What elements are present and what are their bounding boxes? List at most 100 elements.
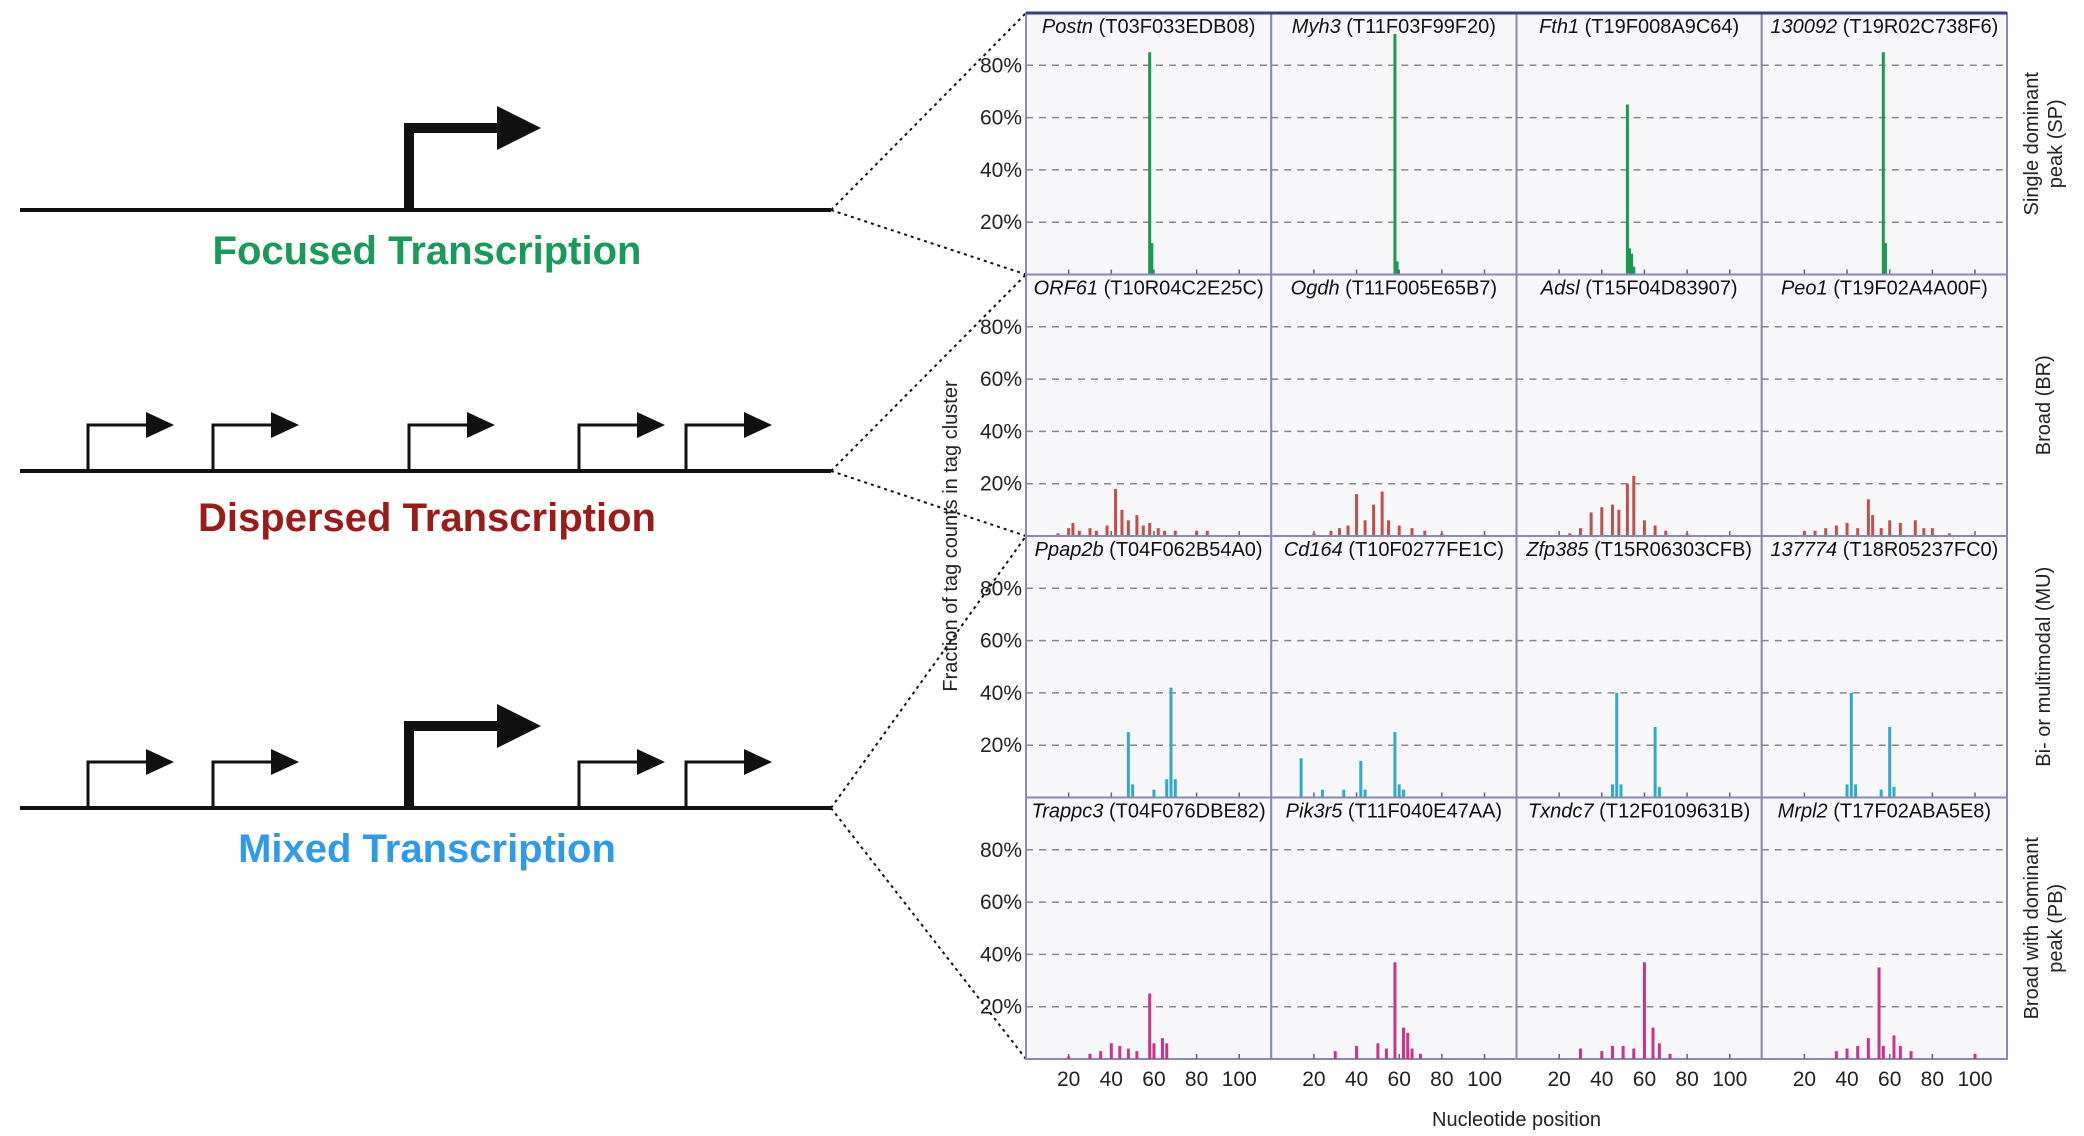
bar	[1947, 533, 1951, 536]
bar	[1088, 528, 1092, 536]
gene-name: Ppap2b	[1035, 539, 1104, 561]
bar	[1363, 520, 1367, 536]
row-label: Single dominant	[2021, 72, 2043, 216]
tss-arrow	[86, 423, 148, 471]
panel-bg	[1760, 796, 2008, 1060]
y-tick-label: 60%	[980, 107, 1022, 130]
bar	[1320, 789, 1324, 798]
bar	[1898, 522, 1902, 536]
bar	[1387, 520, 1391, 536]
bar	[1419, 1053, 1423, 1059]
cluster-id: (T03F033EDB08)	[1099, 16, 1256, 38]
bar	[1195, 530, 1199, 536]
bar	[1067, 528, 1071, 536]
bar	[1632, 266, 1636, 275]
x-tick-label: 20	[1793, 1068, 1816, 1091]
bar	[1625, 483, 1629, 536]
bar	[1685, 533, 1689, 536]
bar	[1126, 1048, 1130, 1059]
bar	[1376, 1043, 1380, 1059]
gene-name: Mrpl2	[1778, 801, 1828, 823]
bar	[1312, 533, 1316, 536]
bar	[1363, 789, 1367, 798]
gene-name: Fth1	[1539, 16, 1579, 38]
x-tick-label: 40	[1590, 1068, 1613, 1091]
x-axis-label: Nucleotide position	[1432, 1109, 1601, 1131]
gene-name: Cd164	[1284, 539, 1343, 561]
bar	[1205, 530, 1209, 536]
bar	[1657, 787, 1661, 798]
x-tick-label: 40	[1345, 1068, 1368, 1091]
x-tick-label: 100	[1467, 1068, 1502, 1091]
diagram-label: Mixed Transcription	[238, 827, 616, 871]
tss-arrowhead	[467, 412, 495, 438]
bar	[1973, 1053, 1977, 1059]
bar	[1871, 515, 1875, 536]
bar	[1380, 491, 1384, 536]
x-tick-label: 60	[1142, 1068, 1165, 1091]
bar	[1105, 525, 1109, 536]
bar	[1152, 1043, 1156, 1059]
gene-name: Trappc3	[1032, 801, 1104, 823]
panel-bg	[1515, 535, 1763, 799]
panel-title: Zfp385 (T15R06303CFB)	[1525, 539, 1752, 561]
bar	[1109, 1043, 1113, 1059]
bar	[1135, 1051, 1139, 1059]
gene-name: 130092	[1770, 16, 1837, 38]
bar	[1329, 530, 1333, 536]
bar	[1372, 504, 1376, 536]
tss-arrow	[684, 760, 746, 808]
bar	[1346, 525, 1350, 536]
cluster-id: (T19F02A4A00F)	[1833, 278, 1988, 300]
panel-title: Mrpl2 (T17F02ABA5E8)	[1778, 801, 1991, 823]
y-tick-label: 80%	[980, 316, 1022, 339]
tss-arrow	[407, 423, 469, 471]
bar	[1397, 525, 1401, 536]
y-tick-label: 60%	[980, 891, 1022, 914]
bar	[1395, 261, 1399, 275]
tss-arrowhead	[146, 412, 174, 438]
panel-title: Ppap2b (T04F062B54A0)	[1035, 539, 1263, 561]
row-label: peak (PB)	[2045, 884, 2067, 973]
bar	[1892, 1035, 1896, 1059]
gene-name: Pik3r5	[1286, 801, 1344, 823]
row-label: Broad (BR)	[2033, 355, 2055, 455]
panel-title: Txndc7 (T12F0109631B)	[1528, 801, 1750, 823]
tss-arrow	[577, 760, 639, 808]
bar	[1610, 1045, 1614, 1059]
panel-title: 130092 (T19R02C738F6)	[1770, 16, 1998, 38]
gene-name: Peo1	[1781, 278, 1828, 300]
bar	[1118, 1045, 1122, 1059]
bar	[1600, 507, 1604, 536]
bar	[1423, 530, 1427, 536]
y-tick-label: 80%	[980, 54, 1022, 77]
panel-bg	[1515, 273, 1763, 537]
x-tick-label: 40	[1835, 1068, 1858, 1091]
bar	[1651, 1027, 1655, 1059]
bar	[1845, 522, 1849, 536]
bar	[1150, 243, 1154, 275]
cluster-id: (T04F062B54A0)	[1109, 539, 1262, 561]
cluster-id: (T11F03F99F20)	[1346, 16, 1496, 38]
bar	[1834, 1051, 1838, 1059]
bar	[1619, 784, 1623, 798]
bar	[1056, 533, 1060, 536]
panel-title: Myh3 (T11F03F99F20)	[1292, 16, 1496, 38]
cluster-id: (T12F0109631B)	[1599, 801, 1750, 823]
panel-title: Adsl (T15F04D83907)	[1540, 278, 1738, 300]
panel-title: Cd164 (T10F0277FE1C)	[1284, 539, 1504, 561]
cluster-id: (T18R05237FC0)	[1843, 539, 1999, 561]
tss-arrow	[404, 123, 499, 210]
tss-arrowhead	[744, 749, 772, 775]
tss-arrowhead	[497, 704, 541, 748]
tss-arrow	[577, 423, 639, 471]
bar	[1148, 522, 1152, 536]
bar	[1126, 732, 1130, 798]
cluster-id: (T15R06303CFB)	[1594, 539, 1752, 561]
tss-arrowhead	[637, 749, 665, 775]
y-tick-label: 80%	[980, 839, 1022, 862]
tss-arrow	[684, 423, 746, 471]
bar	[1856, 1045, 1860, 1059]
bar	[1632, 1048, 1636, 1059]
panel-title: Postn (T03F033EDB08)	[1042, 16, 1255, 38]
